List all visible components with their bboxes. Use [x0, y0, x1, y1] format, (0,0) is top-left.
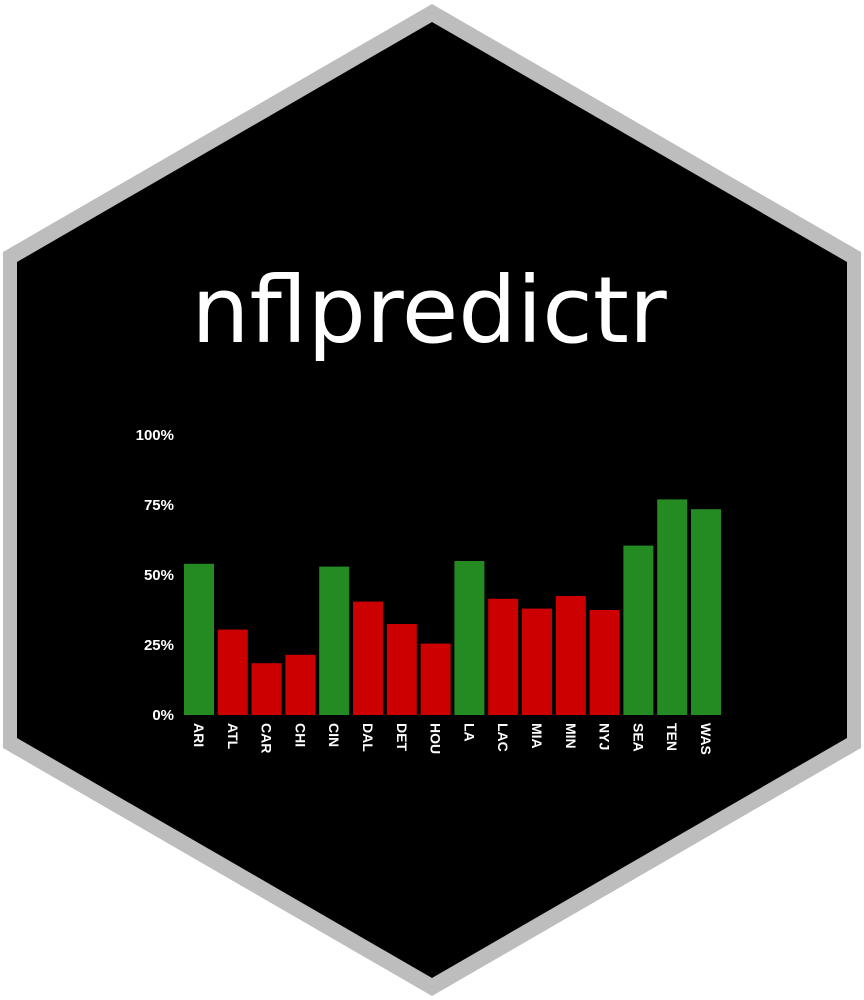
x-tick-label: WAS	[698, 723, 714, 755]
x-tick-label: ATL	[225, 723, 241, 750]
bar-la	[454, 561, 485, 715]
bar-mia	[522, 608, 552, 715]
bar-min	[555, 596, 586, 715]
x-tick-label: CHI	[292, 723, 308, 747]
bar-lac	[488, 598, 519, 715]
x-tick-label: HOU	[428, 723, 444, 754]
bar-dal	[353, 601, 383, 715]
y-tick-label: 50%	[144, 567, 174, 584]
x-tick-label: TEN	[664, 723, 680, 751]
y-tick-label: 0%	[152, 707, 174, 724]
bar-nyj	[589, 610, 620, 715]
x-tick-label: LAC	[495, 723, 511, 752]
x-tick-label: MIA	[529, 723, 545, 749]
bar-hou	[420, 643, 451, 715]
bar-chart: 0% 25% 50% 75% 100% ARI ATL CAR CHI CIN DAL DET HOU L…	[136, 427, 721, 755]
bar-was	[691, 509, 721, 715]
x-tick-label: ARI	[191, 723, 207, 747]
x-tick-label: CAR	[259, 723, 275, 753]
logo-title: nflpredictr	[191, 257, 667, 364]
bar-car	[251, 663, 282, 715]
bar-ten	[657, 499, 688, 715]
bar-chi	[285, 654, 316, 715]
x-tick-label: DET	[394, 723, 410, 751]
x-tick-label: NYJ	[597, 723, 613, 750]
x-tick-label: LA	[461, 723, 477, 742]
y-tick-label: 100%	[136, 427, 174, 444]
x-tick-label: MIN	[563, 723, 579, 749]
hexagon-body	[17, 22, 847, 978]
y-tick-label: 25%	[144, 637, 174, 654]
bar-cin	[319, 566, 350, 715]
bar-sea	[623, 545, 654, 715]
bar-ari	[184, 563, 214, 715]
x-tick-label: DAL	[360, 723, 376, 752]
x-tick-label: SEA	[630, 723, 646, 752]
y-tick-label: 75%	[144, 497, 174, 514]
bar-det	[386, 624, 417, 715]
x-tick-label: CIN	[326, 723, 342, 747]
bar-atl	[217, 629, 248, 715]
